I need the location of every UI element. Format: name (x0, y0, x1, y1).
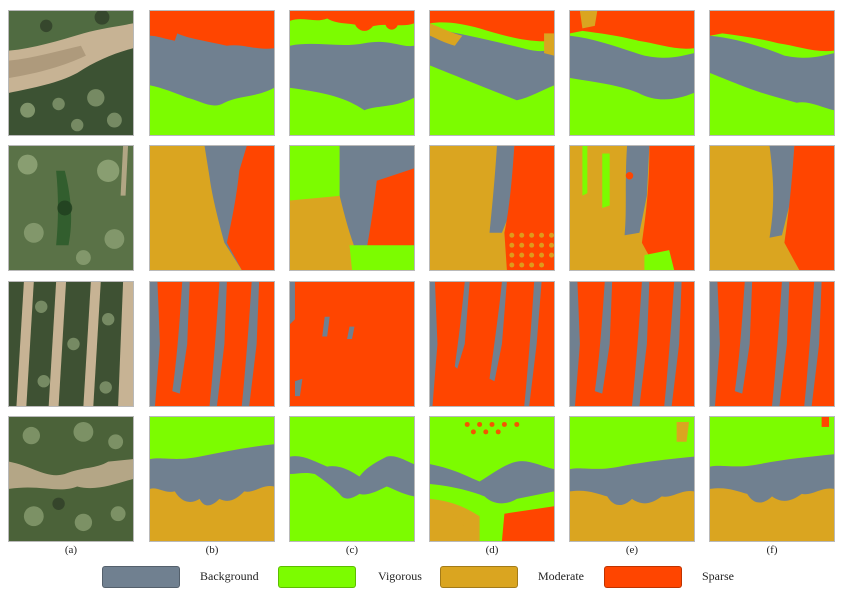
legend-label-vigorous: Vigorous (378, 569, 422, 583)
legend-label-background: Background (200, 569, 259, 583)
column-label-a: (a) (64, 544, 78, 556)
aerial-image-row4 (8, 416, 134, 542)
column-label-b: (b) (205, 544, 219, 556)
segmentation-map-b-row2 (149, 145, 275, 271)
legend-swatch-background (102, 566, 180, 588)
aerial-image-row1 (8, 10, 134, 136)
column-label-d: (d) (485, 544, 499, 556)
column-label-e: (e) (625, 544, 639, 556)
segmentation-map-e-row1 (569, 10, 695, 136)
segmentation-map-f-row4 (709, 416, 835, 542)
aerial-image-row2 (8, 145, 134, 271)
column-label-f: (f) (766, 544, 778, 556)
segmentation-map-c-row4 (289, 416, 415, 542)
segmentation-map-d-row2 (429, 145, 555, 271)
segmentation-map-e-row2 (569, 145, 695, 271)
legend-swatch-sparse (604, 566, 682, 588)
segmentation-map-f-row1 (709, 10, 835, 136)
segmentation-map-f-row2 (709, 145, 835, 271)
segmentation-map-d-row4 (429, 416, 555, 542)
aerial-image-row3 (8, 281, 134, 407)
segmentation-map-c-row3 (289, 281, 415, 407)
segmentation-map-c-row2 (289, 145, 415, 271)
segmentation-map-b-row4 (149, 416, 275, 542)
legend-swatch-vigorous (278, 566, 356, 588)
column-label-c: (c) (345, 544, 359, 556)
segmentation-map-e-row4 (569, 416, 695, 542)
segmentation-map-d-row1 (429, 10, 555, 136)
segmentation-map-d-row3 (429, 281, 555, 407)
segmentation-map-c-row1 (289, 10, 415, 136)
segmentation-map-e-row3 (569, 281, 695, 407)
legend-label-moderate: Moderate (538, 569, 584, 583)
legend-swatch-moderate (440, 566, 518, 588)
segmentation-map-b-row1 (149, 10, 275, 136)
segmentation-map-f-row3 (709, 281, 835, 407)
legend-label-sparse: Sparse (702, 569, 734, 583)
segmentation-map-b-row3 (149, 281, 275, 407)
